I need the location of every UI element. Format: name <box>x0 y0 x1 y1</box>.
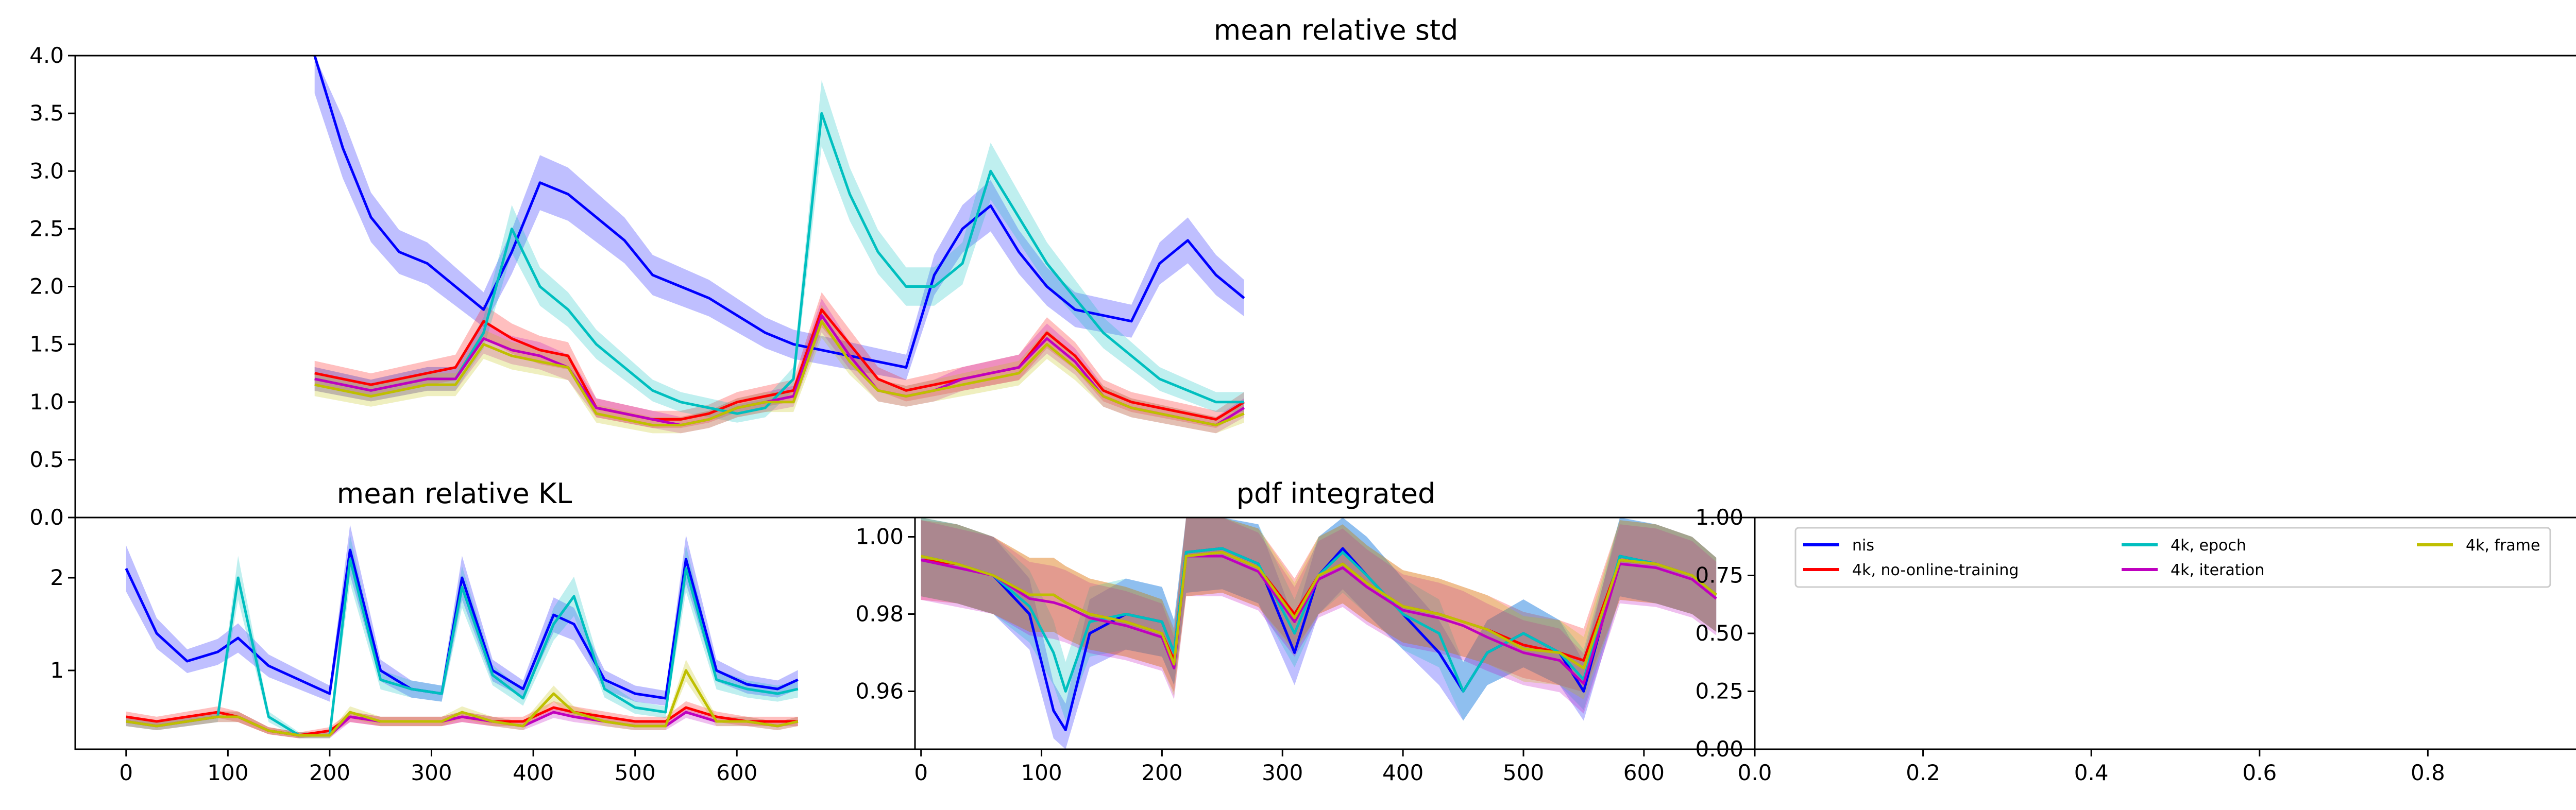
legend-panel-x-ticks: 0.00.20.40.60.81.0 <box>1738 749 2445 785</box>
y-tick-label: 3.5 <box>29 100 64 126</box>
band-4k-epoch <box>921 518 1717 721</box>
pdf-title: pdf integrated <box>1236 477 1436 510</box>
series-line-4k-epoch <box>126 558 799 737</box>
band-4k-frame <box>921 518 1717 700</box>
y-tick-label: 4.0 <box>29 43 64 68</box>
x-tick-label: 0 <box>119 760 133 785</box>
pdf-lines <box>921 547 1717 731</box>
legend-panel-y-ticks: 0.00 0.25 0.50 0.75 1.00 <box>1695 505 1755 762</box>
pdf-bands <box>921 518 1717 749</box>
y-tick-label: 2 <box>50 565 64 590</box>
y-tick-label: 2.0 <box>29 274 64 299</box>
x-tick-label: 200 <box>1141 760 1182 785</box>
kl-lines <box>125 548 799 737</box>
kl-panel: mean relative KL 12 0 100 200 300 400 500 600 <box>50 477 916 785</box>
std-lines <box>313 55 1245 427</box>
y-tick-label: 1.00 <box>855 524 904 549</box>
pdf-y-ticks: 0.96 0.98 1.00 <box>855 524 915 704</box>
legend-label: nis <box>1852 537 1874 555</box>
kl-x-ticks: 0 100 200 300 400 500 600 <box>119 749 757 785</box>
band-4k-iteration <box>921 518 1717 714</box>
legend-label: 4k, epoch <box>2171 537 2246 555</box>
y-tick-label: 1.00 <box>1695 505 1743 530</box>
x-tick-label: 600 <box>716 760 757 785</box>
series-line-4k-frame <box>921 551 1717 669</box>
series-line-4k-iteration <box>921 555 1717 685</box>
kl-title: mean relative KL <box>337 477 572 510</box>
y-tick-label: 2.5 <box>29 216 64 241</box>
series-line-nis <box>313 55 1245 369</box>
series-line-4k-epoch <box>921 547 1717 693</box>
series-line-4k-frame <box>126 669 799 737</box>
legend: nis 4k, no-online-training 4k, epoch 4k, it… <box>1794 527 2551 588</box>
series-line-4k-epoch <box>314 112 1244 415</box>
band-4k-no-online-training <box>921 518 1717 693</box>
y-tick-label: 0.96 <box>855 679 904 704</box>
legend-label: 4k, iteration <box>2171 561 2264 579</box>
legend-label: 4k, no-online-training <box>1852 561 2019 579</box>
band-4k-frame <box>314 304 1244 434</box>
legend-frame <box>1794 527 2551 588</box>
x-tick-label: 600 <box>1623 760 1665 785</box>
x-tick-label: 400 <box>513 760 554 785</box>
x-tick-label: 0 <box>914 760 928 785</box>
x-tick-label: 300 <box>1262 760 1303 785</box>
legend-panel-axes-frame <box>1754 516 2576 750</box>
band-4k-no-online-training <box>126 701 798 738</box>
x-tick-label: 500 <box>615 760 656 785</box>
x-tick-label: 200 <box>309 760 350 785</box>
y-tick-label: 0.0 <box>29 505 64 530</box>
y-tick-label: 0.25 <box>1695 679 1743 704</box>
x-tick-label: 300 <box>411 760 452 785</box>
y-tick-label: 3.0 <box>29 158 64 183</box>
x-tick-label: 0.2 <box>1906 760 1940 785</box>
y-tick-label: 0.98 <box>855 601 904 627</box>
y-tick-label: 1.0 <box>29 389 64 415</box>
x-tick-label: 100 <box>1021 760 1062 785</box>
pdf-panel: pdf integrated 0.96 0.98 1.00 0 100 200 300 40… <box>855 477 1756 785</box>
band-nis <box>126 525 798 706</box>
x-tick-label: 0.8 <box>2411 760 2445 785</box>
band-4k-iteration <box>314 298 1244 434</box>
series-line-nis <box>125 548 799 700</box>
band-nis <box>921 518 1717 749</box>
y-tick-label: 0.50 <box>1695 621 1743 646</box>
series-line-4k-frame <box>314 320 1245 427</box>
legend-panel: 0.000.250.500.751.00 0.00.20.40.60.81.0 … <box>1695 505 2576 785</box>
x-tick-label: 0.4 <box>2074 760 2109 785</box>
y-tick-label: 0.00 <box>1695 736 1743 762</box>
x-tick-label: 400 <box>1382 760 1423 785</box>
y-tick-label: 0.5 <box>29 447 64 472</box>
x-tick-label: 100 <box>207 760 248 785</box>
kl-y-ticks: 12 <box>50 565 75 683</box>
std-y-ticks: 0.0 0.5 1.0 1.5 2.0 2.5 3.0 3.5 4.0 <box>29 43 75 530</box>
y-tick-label: 1.5 <box>29 332 64 357</box>
std-title: mean relative std <box>1214 14 1459 46</box>
x-tick-label: 0.6 <box>2242 760 2277 785</box>
x-tick-label: 0.0 <box>1738 760 1772 785</box>
pdf-x-ticks: 0 100 200 300 400 500 600 <box>914 749 1665 785</box>
x-tick-label: 500 <box>1503 760 1544 785</box>
y-tick-label: 1 <box>50 658 64 683</box>
y-tick-label: 0.75 <box>1695 563 1743 588</box>
series-line-4k-iteration <box>314 314 1245 427</box>
band-4k-epoch <box>126 535 798 738</box>
legend-label: 4k, frame <box>2466 537 2540 555</box>
